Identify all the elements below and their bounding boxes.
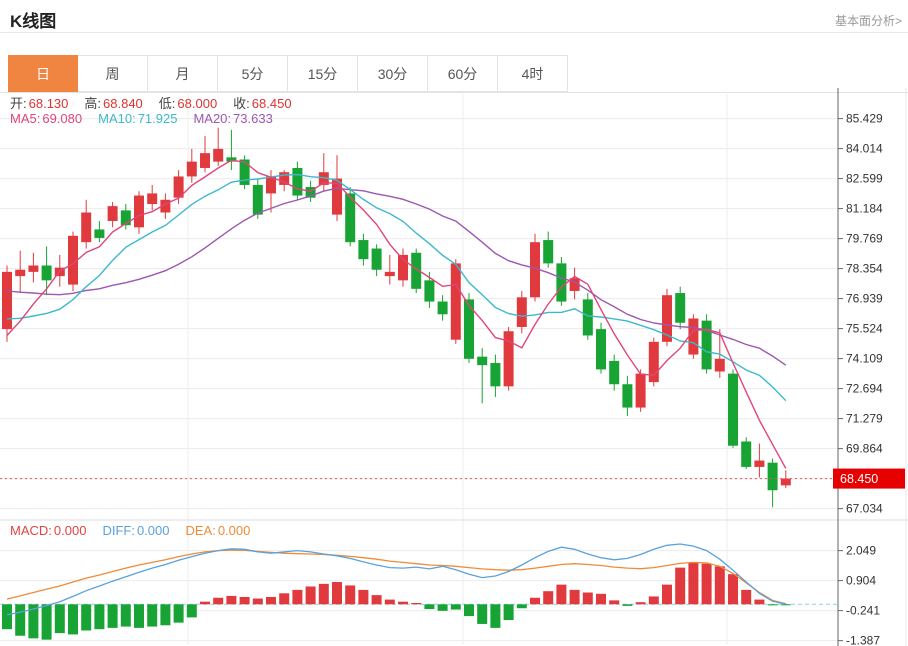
svg-text:71.279: 71.279 <box>846 412 883 426</box>
tab-min15[interactable]: 15分 <box>288 55 358 92</box>
svg-text:76.939: 76.939 <box>846 292 883 306</box>
interval-tabs: 日周月 5分 15分 30分 60分 4时 <box>8 55 908 92</box>
chart-area: 85.429 84.014 82.599 81.184 79.769 78.354 76.9… <box>0 88 908 646</box>
ohlc-high-label: 高: <box>84 96 102 111</box>
ohlc-high: 高: 68.840 <box>84 96 142 111</box>
ohlc-open-value: 68.130 <box>28 96 69 111</box>
ma20-line <box>6 187 787 366</box>
tab-min60[interactable]: 60分 <box>428 55 498 92</box>
tab-week[interactable]: 周 <box>78 55 148 92</box>
ohlc-open-label: 开: <box>10 96 27 111</box>
interval-tab-bar: 日周月 5分 15分 30分 60分 4时 <box>0 55 908 93</box>
svg-text:-0.241: -0.241 <box>846 604 880 618</box>
ma-ma20: MA20: 73.633 <box>193 111 272 126</box>
svg-text:0.904: 0.904 <box>846 574 876 588</box>
ma10-line <box>6 173 787 402</box>
ma-ma5: MA5: 69.080 <box>10 111 82 126</box>
svg-text:2.049: 2.049 <box>846 544 876 558</box>
ohlc-high-value: 68.840 <box>103 96 143 111</box>
ohlc-open: 开: 68.130 <box>10 96 68 111</box>
macd-macd-label: MACD: <box>10 523 52 538</box>
macd-diff-label: DIFF: <box>102 523 135 538</box>
current-price-tag: 68.450 <box>833 468 905 489</box>
svg-text:75.524: 75.524 <box>846 322 883 336</box>
ma-ma20-label: MA20: <box>193 111 232 126</box>
axes <box>0 88 908 646</box>
ma-ma10-value: 71.925 <box>137 111 178 126</box>
ohlc-close: 收: 68.450 <box>233 96 291 111</box>
macd-dea-label: DEA: <box>185 523 216 538</box>
tab-min5[interactable]: 5分 <box>218 55 288 92</box>
macd-macd-value: 0.000 <box>53 523 87 538</box>
ma-ma5-value: 69.080 <box>42 111 83 126</box>
svg-text:-1.387: -1.387 <box>846 634 880 646</box>
tab-month[interactable]: 月 <box>148 55 218 92</box>
ma-legend: MA5: 69.080 MA10: 71.925 MA20: 73.633 <box>10 111 289 126</box>
svg-text:81.184: 81.184 <box>846 202 883 216</box>
svg-text:74.109: 74.109 <box>846 352 883 366</box>
ohlc-close-value: 68.450 <box>251 96 292 111</box>
ohlc-legend: 开: 68.130 高: 68.840 低: 68.000 收: 68.450 <box>10 93 308 112</box>
svg-text:79.769: 79.769 <box>846 232 883 246</box>
ma5-line <box>6 159 787 469</box>
macd-dea-value: 0.000 <box>217 523 251 538</box>
price-gridlines <box>0 118 838 510</box>
macd-diff-value: 0.000 <box>136 523 170 538</box>
dea-line <box>6 549 786 605</box>
svg-text:69.864: 69.864 <box>846 442 883 456</box>
macd-macd: MACD: 0.000 <box>10 523 86 538</box>
vertical-gridlines <box>187 94 728 644</box>
ma-ma20-value: 73.633 <box>233 111 273 126</box>
ma-ma10-label: MA10: <box>98 111 136 126</box>
ohlc-low-value: 68.000 <box>177 96 218 111</box>
svg-text:78.354: 78.354 <box>846 262 883 276</box>
macd-axis-labels: 2.049 0.904 -0.241 -1.387 <box>838 544 880 646</box>
macd-histogram <box>2 562 791 640</box>
svg-text:82.599: 82.599 <box>846 172 883 186</box>
svg-text:84.014: 84.014 <box>846 142 883 156</box>
tab-hour4[interactable]: 4时 <box>498 55 568 92</box>
ohlc-low: 低: 68.000 <box>159 96 217 111</box>
page-title: K线图 <box>10 12 57 31</box>
svg-text:72.694: 72.694 <box>846 382 883 396</box>
ma-ma10: MA10: 71.925 <box>98 111 177 126</box>
chart-canvas[interactable]: 85.429 84.014 82.599 81.184 79.769 78.354 76.9… <box>0 88 908 646</box>
ma-ma5-label: MA5: <box>10 111 41 126</box>
price-axis-labels: 85.429 84.014 82.599 81.184 79.769 78.354 76.9… <box>838 112 883 516</box>
macd-diff: DIFF: 0.000 <box>102 523 169 538</box>
diff-line <box>6 543 786 616</box>
svg-text:68.450: 68.450 <box>840 472 878 486</box>
fundamental-analysis-link[interactable]: 基本面分析> <box>834 14 902 28</box>
macd-dea: DEA: 0.000 <box>185 523 250 538</box>
tab-min30[interactable]: 30分 <box>358 55 428 92</box>
header-divider <box>0 32 908 33</box>
svg-text:67.034: 67.034 <box>846 502 883 516</box>
svg-text:85.429: 85.429 <box>846 112 883 126</box>
macd-legend: MACD: 0.000 DIFF: 0.000 DEA: 0.000 <box>10 523 266 538</box>
ohlc-close-label: 收: <box>233 96 250 111</box>
candle-bodies <box>2 148 791 491</box>
ohlc-low-label: 低: <box>158 96 176 111</box>
tab-day[interactable]: 日 <box>8 55 78 92</box>
